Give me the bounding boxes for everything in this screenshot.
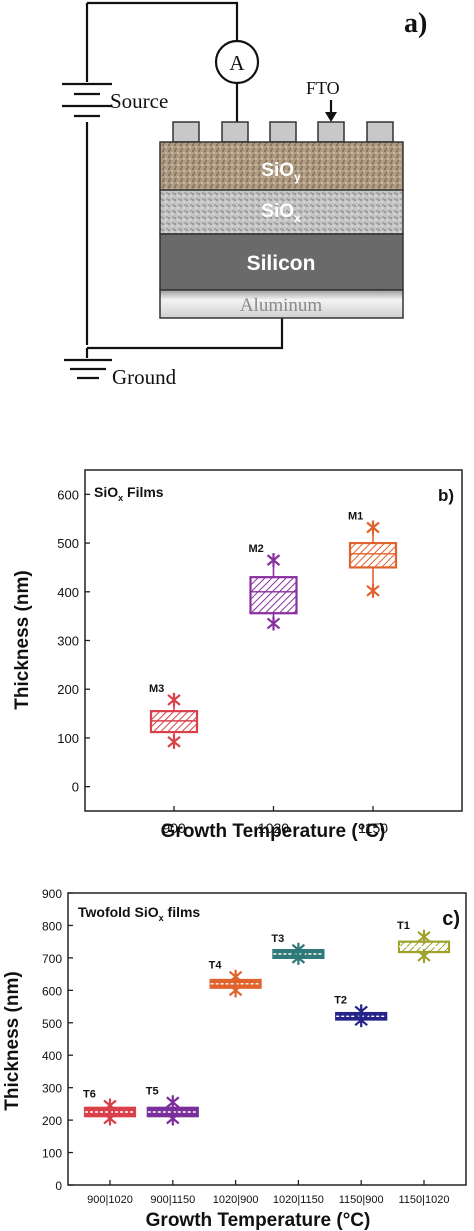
extreme-marker <box>417 948 431 963</box>
x-tick-label: 900|1150 <box>150 1194 195 1206</box>
ammeter-icon <box>214 39 260 85</box>
ammeter-label: A <box>229 51 245 75</box>
y-tick-label: 200 <box>57 682 79 697</box>
fto-label: FTO <box>306 78 340 98</box>
chart-title: Twofold SiOx films <box>78 904 200 923</box>
extreme-marker <box>228 983 243 998</box>
y-tick-label: 100 <box>57 731 79 746</box>
layer-sioy <box>159 141 404 191</box>
box <box>149 710 199 734</box>
y-tick-label: 0 <box>72 780 79 795</box>
x-tick-label: 1150 <box>358 820 388 836</box>
chart-title: SiOx Films <box>94 484 164 503</box>
extreme-marker <box>266 616 281 631</box>
x-tick-label: 1150|900 <box>339 1194 384 1206</box>
x-tick-label: 1020 <box>258 820 289 836</box>
chart-marks: M3 M2 M1 <box>149 510 398 749</box>
x-tick-label: 1150|1020 <box>399 1194 450 1206</box>
y-tick-label: 900 <box>42 887 62 901</box>
layer-silicon-label: Silicon <box>247 252 316 275</box>
series-label: M3 <box>149 683 164 695</box>
y-tick-label: 100 <box>42 1147 62 1161</box>
x-axis-label: Growth Temperature (°C) <box>146 1210 371 1231</box>
box <box>348 541 398 569</box>
x-tick-label: 900 <box>162 820 186 836</box>
chart-axes: 0 100 200 300 400 500 600 900 1020 1150 <box>57 487 388 836</box>
ground-label: Ground <box>112 365 177 389</box>
extreme-marker <box>166 1111 180 1126</box>
series-label: T6 <box>83 1089 96 1101</box>
y-tick-label: 600 <box>42 984 62 998</box>
y-tick-label: 200 <box>42 1114 62 1128</box>
y-tick-label: 300 <box>42 1082 62 1096</box>
fto-arrow-icon <box>325 100 337 122</box>
extreme-marker <box>228 969 243 984</box>
plot-frame <box>67 892 467 1186</box>
extreme-marker <box>354 1013 368 1028</box>
extreme-marker <box>167 734 181 749</box>
y-tick-label: 400 <box>57 585 79 600</box>
y-tick-label: 500 <box>57 536 79 551</box>
chart-twofold-films: Twofold SiOx films c) Thickness (nm) Gro… <box>2 887 467 1231</box>
series-label: M2 <box>249 543 264 555</box>
y-tick-label: 400 <box>42 1049 62 1063</box>
extreme-marker <box>103 1111 117 1126</box>
extreme-marker <box>167 692 181 707</box>
battery-icon <box>62 82 112 118</box>
fto-contacts <box>172 121 394 143</box>
extreme-marker <box>417 929 431 944</box>
device-schematic: a) Source A FTO SiOy SiOx Silicon A <box>62 1 427 389</box>
panel-label: c) <box>442 908 460 930</box>
y-axis-label: Thickness (nm) <box>12 570 33 709</box>
extreme-marker <box>266 553 281 568</box>
extreme-marker <box>291 950 306 965</box>
box <box>249 576 298 615</box>
series-label: M1 <box>348 510 363 522</box>
series-label: T3 <box>271 933 284 945</box>
extreme-marker <box>103 1098 117 1113</box>
chart-marks: T6 T5 T4 T3 T2 T1 <box>83 920 451 1126</box>
y-tick-label: 800 <box>42 919 62 933</box>
extreme-marker <box>366 583 380 598</box>
panel-a-label: a) <box>404 8 427 39</box>
series-label: T2 <box>334 994 347 1006</box>
layer-silicon <box>159 233 404 291</box>
extreme-marker <box>166 1095 180 1110</box>
x-axis-label: Growth Temperature (°C) <box>161 821 386 842</box>
plot-frame <box>84 469 463 812</box>
y-tick-label: 0 <box>55 1179 62 1193</box>
chart-axes: 0 100 200 300 400 500 600 700 800 900 900|1020 900|… <box>42 887 450 1206</box>
y-tick-label: 300 <box>57 634 79 649</box>
source-label: Source <box>110 89 168 113</box>
series-label: T1 <box>397 920 410 932</box>
x-tick-label: 900|1020 <box>87 1194 133 1206</box>
panel-label: b) <box>438 486 454 505</box>
y-tick-label: 600 <box>57 487 79 502</box>
layer-aluminum-label: Aluminum <box>240 295 323 316</box>
y-tick-label: 500 <box>42 1017 62 1031</box>
layer-sioy-label: SiOy <box>261 160 301 184</box>
y-tick-label: 700 <box>42 952 62 966</box>
x-tick-label: 1020|1150 <box>273 1194 324 1206</box>
x-tick-label: 1020|900 <box>213 1194 259 1206</box>
series-label: T4 <box>209 960 223 972</box>
layer-aluminum <box>159 289 404 319</box>
ground-icon <box>64 358 112 380</box>
y-axis-label: Thickness (nm) <box>2 971 23 1110</box>
circuit-wires <box>85 1 284 358</box>
extreme-marker <box>366 520 380 535</box>
series-label: T5 <box>146 1085 159 1097</box>
layer-siox-label: SiOx <box>261 201 301 225</box>
chart-sio-films: SiOx Films b) Thickness (nm) Growth Temp… <box>12 469 463 842</box>
